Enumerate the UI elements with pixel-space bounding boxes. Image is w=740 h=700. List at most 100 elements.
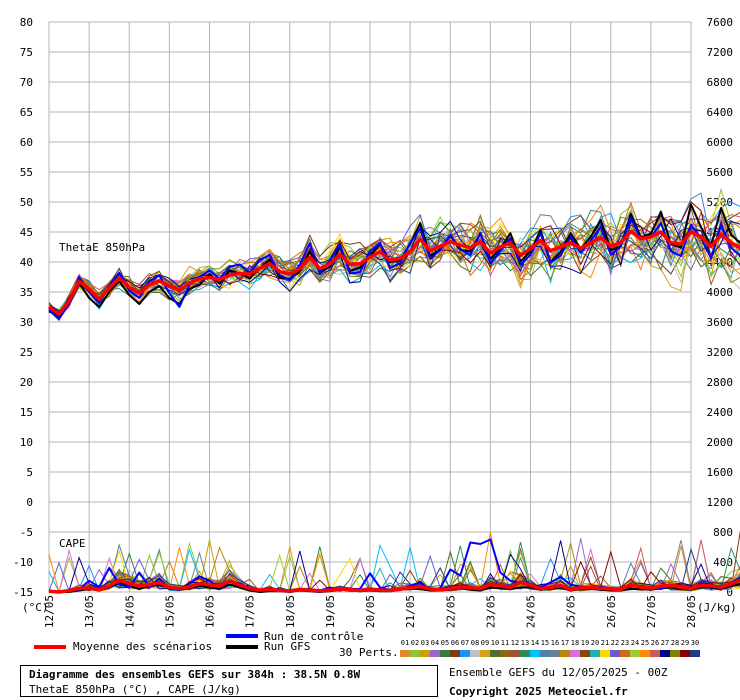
pert-color-swatch: [690, 650, 700, 657]
y-left-tick-label: -15: [13, 586, 33, 599]
thetae-pert-line: [48, 201, 740, 320]
pert-color-swatch: [560, 650, 570, 657]
pert-number: 25: [640, 639, 650, 647]
cape-mean-line: [48, 578, 740, 594]
y-left-tick-label: 35: [20, 286, 33, 299]
pert-color-swatch: [620, 650, 630, 657]
control-legend-label: Run de contrôle: [264, 630, 364, 643]
pert-color-strip: [400, 650, 700, 657]
pert-color-swatch: [580, 650, 590, 657]
y-right-tick-label: 7600: [707, 16, 734, 29]
pert-color-swatch: [430, 650, 440, 657]
mean-legend-label: Moyenne des scénarios: [73, 640, 213, 653]
pert-color-swatch: [440, 650, 450, 657]
pert-number: 28: [670, 639, 680, 647]
main-series: [47, 203, 740, 594]
x-tick-label: 27/05: [645, 595, 658, 628]
x-tick-label: 28/05: [685, 595, 698, 628]
pert-color-swatch: [540, 650, 550, 657]
y-left-tick-label: 60: [20, 136, 33, 149]
gfs-legend-swatch: [226, 645, 258, 649]
pert-number: 29: [680, 639, 690, 647]
y-left-tick-label: 45: [20, 226, 33, 239]
y-right-tick-label: 7200: [707, 46, 734, 59]
perts-label: 30 Perts.: [339, 646, 399, 659]
x-tick-label: 22/05: [444, 595, 457, 628]
y-left-tick-label: 55: [20, 166, 33, 179]
y-left-tick-label: 80: [20, 16, 33, 29]
x-tick-label: 13/05: [83, 595, 96, 628]
pert-number: 10: [490, 639, 500, 647]
y-right-tick-label: 2800: [707, 376, 734, 389]
y-left-tick-label: -5: [20, 526, 33, 539]
y-left-tick-label: 65: [20, 106, 33, 119]
pert-number: 21: [600, 639, 610, 647]
pert-number: 08: [470, 639, 480, 647]
x-axis: 12/05 13/05 14/05 15/05 16/05 17/05 18/05 19/05…: [43, 595, 698, 628]
pert-number: 19: [580, 639, 590, 647]
chart-title: Diagramme des ensembles GEFS sur 384h : …: [29, 668, 361, 681]
pert-color-swatch: [590, 650, 600, 657]
chart-subtitle: ThetaE 850hPa (°C) , CAPE (J/kg): [29, 683, 241, 696]
pert-color-swatch: [530, 650, 540, 657]
pert-color-swatch: [570, 650, 580, 657]
pert-color-swatch: [520, 650, 530, 657]
cape-panel-label: CAPE: [59, 537, 86, 550]
y-left-tick-label: 50: [20, 196, 33, 209]
y-right-tick-label: 800: [713, 526, 733, 539]
pert-number: 13: [520, 639, 530, 647]
y-left-tick-label: 25: [20, 346, 33, 359]
pert-color-swatch: [480, 650, 490, 657]
title-box: Diagramme des ensembles GEFS sur 384h : …: [20, 665, 438, 697]
pert-color-swatch: [670, 650, 680, 657]
pert-number: 23: [620, 639, 630, 647]
y-right-tick-label: 3600: [707, 316, 734, 329]
y-right-tick-label: 2400: [707, 406, 734, 419]
pert-numbers: 01 02 03 04 05 06 07 08 09 10 11 12 13 14 15 16 17 18 19 20…: [400, 639, 700, 647]
x-tick-label: 21/05: [404, 595, 417, 628]
x-tick-label: 14/05: [123, 595, 136, 628]
x-tick-label: 12/05: [43, 595, 56, 628]
pert-number: 14: [530, 639, 540, 647]
pert-color-swatch: [650, 650, 660, 657]
control-legend-swatch: [226, 634, 258, 638]
pert-color-swatch: [630, 650, 640, 657]
pert-color-swatch: [600, 650, 610, 657]
pert-number: 27: [660, 639, 670, 647]
x-tick-label: 20/05: [364, 595, 377, 628]
pert-color-swatch: [610, 650, 620, 657]
y-right-tick-label: 2000: [707, 436, 734, 449]
x-tick-label: 18/05: [284, 595, 297, 628]
pert-number: 07: [460, 639, 470, 647]
y-right-tick-label: 5600: [707, 166, 734, 179]
x-tick-label: 15/05: [163, 595, 176, 628]
pert-number: 26: [650, 639, 660, 647]
pert-number: 09: [480, 639, 490, 647]
y-right-tick-label: 6800: [707, 76, 734, 89]
run-info: Ensemble GEFS du 12/05/2025 - 00Z: [449, 666, 668, 679]
thetae-mean-line: [47, 229, 740, 316]
pert-number: 20: [590, 639, 600, 647]
pert-color-swatch: [500, 650, 510, 657]
pert-number: 03: [420, 639, 430, 647]
pert-number: 01: [400, 639, 410, 647]
thetae-pert-line: [48, 192, 740, 322]
copyright: Copyright 2025 Meteociel.fr: [449, 685, 628, 698]
y-right-tick-label: 4000: [707, 286, 734, 299]
pert-color-swatch: [400, 650, 410, 657]
y-right-tick-label: 1600: [707, 466, 734, 479]
pert-color-swatch: [420, 650, 430, 657]
pert-color-swatch: [640, 650, 650, 657]
pert-color-swatch: [470, 650, 480, 657]
y-right-tick-label: 1200: [707, 496, 734, 509]
x-tick-label: 25/05: [565, 595, 578, 628]
grid-lines: [48, 21, 692, 593]
y-left-tick-label: 20: [20, 376, 33, 389]
pert-number: 15: [540, 639, 550, 647]
y-right-tick-label: 0: [726, 586, 733, 599]
pert-number: 30: [690, 639, 700, 647]
pert-number: 06: [450, 639, 460, 647]
pert-number: 22: [610, 639, 620, 647]
x-tick-label: 23/05: [484, 595, 497, 628]
